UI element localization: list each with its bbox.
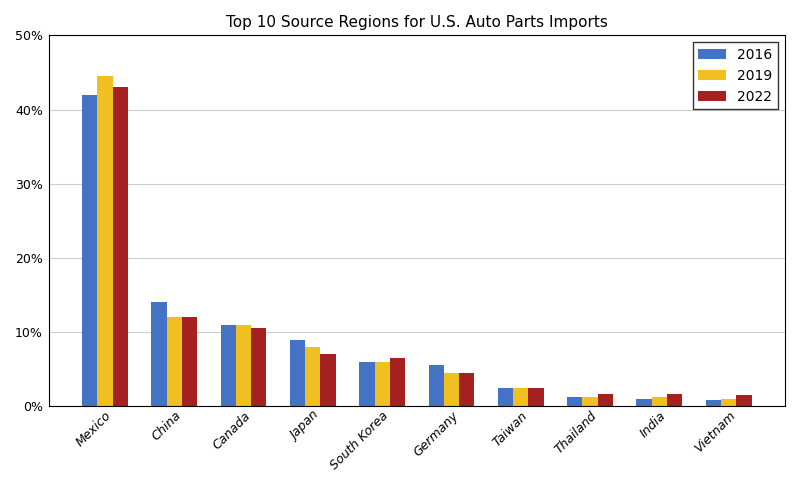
Title: Top 10 Source Regions for U.S. Auto Parts Imports: Top 10 Source Regions for U.S. Auto Part… [226, 15, 608, 30]
Bar [236, 325, 251, 406]
Bar [429, 365, 444, 406]
Bar [736, 395, 751, 406]
Bar [359, 362, 374, 406]
Bar [567, 397, 582, 406]
Bar [706, 400, 721, 406]
Bar [637, 399, 652, 406]
Bar [182, 317, 197, 406]
Bar [374, 362, 390, 406]
Bar [113, 87, 128, 406]
Bar [290, 339, 305, 406]
Bar [390, 358, 405, 406]
Bar [667, 393, 682, 406]
Bar [321, 355, 336, 406]
Bar [498, 388, 513, 406]
Bar [166, 317, 182, 406]
Bar [98, 76, 113, 406]
Bar [444, 373, 459, 406]
Legend: 2016, 2019, 2022: 2016, 2019, 2022 [693, 42, 778, 109]
Bar [513, 388, 528, 406]
Bar [82, 94, 98, 406]
Bar [459, 373, 474, 406]
Bar [221, 325, 236, 406]
Bar [598, 393, 613, 406]
Bar [528, 388, 544, 406]
Bar [582, 397, 598, 406]
Bar [251, 328, 266, 406]
Bar [151, 302, 166, 406]
Bar [652, 397, 667, 406]
Bar [721, 399, 736, 406]
Bar [305, 347, 321, 406]
